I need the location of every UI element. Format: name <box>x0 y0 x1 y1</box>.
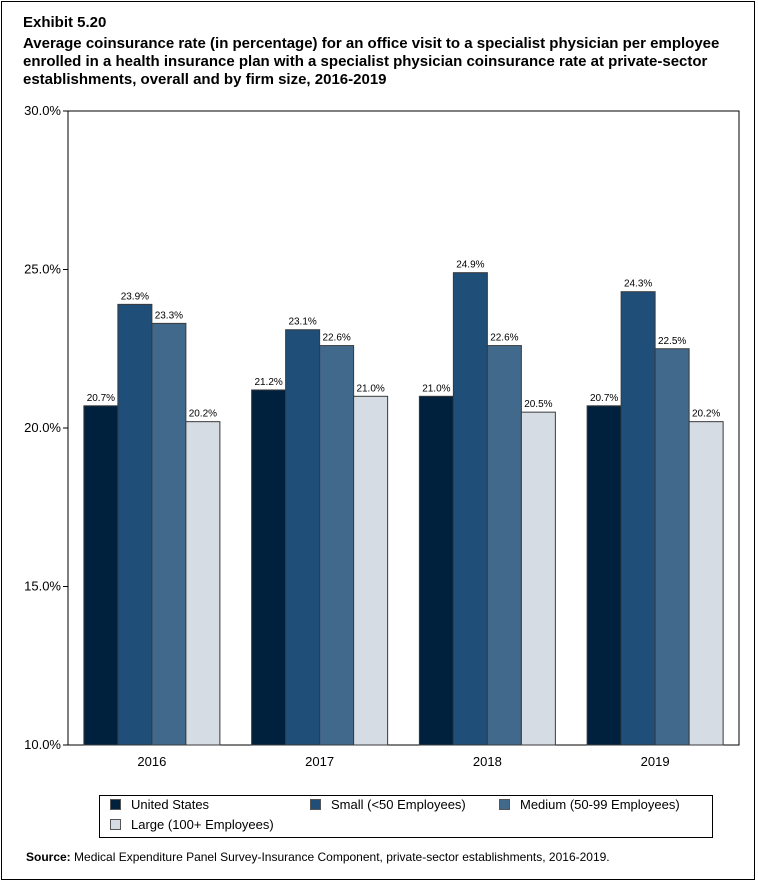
bar-united-states-2019 <box>586 405 622 746</box>
bar-united-states-2017 <box>251 389 287 746</box>
data-label: 20.2% <box>692 409 720 420</box>
bar-medium-2019 <box>654 348 690 746</box>
x-tick-label: 2018 <box>473 754 502 769</box>
bar-united-states-2016 <box>83 405 119 746</box>
legend-swatch-small <box>310 799 321 811</box>
legend-item-medium: Medium (50-99 Employees) <box>499 797 680 812</box>
bar-chart: 10.0% 15.0% 20.0% 25.0% 30.0% 20.7% 23.9% 23.3%… <box>24 103 740 769</box>
chart-legend: United States Small (<50 Employees) Medi… <box>99 795 713 838</box>
bar-large-2017 <box>353 395 389 746</box>
bar-small-2017 <box>285 329 321 746</box>
x-tick-label: 2016 <box>137 754 166 769</box>
legend-label-united-states: United States <box>131 797 210 812</box>
data-label: 20.5% <box>524 399 552 410</box>
y-tick-label: 15.0% <box>24 579 61 594</box>
source-note: Source: Medical Expenditure Panel Survey… <box>26 850 610 864</box>
legend-swatch-united-states <box>110 799 121 811</box>
x-tick-label: 2019 <box>641 754 670 769</box>
source-label: Source: <box>26 850 71 864</box>
data-label: 23.9% <box>121 291 149 302</box>
bar-medium-2017 <box>319 345 355 746</box>
legend-swatch-large <box>110 819 121 831</box>
source-text: Medical Expenditure Panel Survey-Insuran… <box>70 850 610 864</box>
data-label: 22.5% <box>658 336 686 347</box>
legend-item-large: Large (100+ Employees) <box>110 817 274 832</box>
data-label: 20.7% <box>87 393 115 404</box>
legend-item-small: Small (<50 Employees) <box>310 797 466 812</box>
data-label: 22.6% <box>490 333 518 344</box>
bar-medium-2018 <box>486 345 522 746</box>
data-label: 21.2% <box>254 377 282 388</box>
x-tick-label: 2017 <box>305 754 334 769</box>
y-tick-label: 10.0% <box>24 737 61 752</box>
data-label: 22.6% <box>322 333 350 344</box>
legend-label-medium: Medium (50-99 Employees) <box>520 797 680 812</box>
data-label: 21.0% <box>356 383 384 394</box>
y-tick-label: 20.0% <box>24 420 61 435</box>
exhibit-number: Exhibit 5.20 <box>23 14 107 31</box>
bar-small-2018 <box>452 272 488 746</box>
y-tick-label: 25.0% <box>24 262 61 277</box>
bar-large-2018 <box>520 411 556 746</box>
data-label: 23.1% <box>288 317 316 328</box>
bar-large-2016 <box>185 421 221 746</box>
bar-large-2019 <box>688 421 724 746</box>
bar-small-2019 <box>620 291 656 746</box>
chart-title: Average coinsurance rate (in percentage)… <box>23 35 720 88</box>
bar-medium-2016 <box>151 322 187 746</box>
data-label: 24.3% <box>624 279 652 290</box>
bar-united-states-2018 <box>418 395 454 746</box>
data-label: 21.0% <box>422 383 450 394</box>
legend-label-large: Large (100+ Employees) <box>131 817 274 832</box>
data-label: 20.7% <box>590 393 618 404</box>
bar-small-2016 <box>117 303 153 746</box>
data-label: 20.2% <box>189 409 217 420</box>
legend-label-small: Small (<50 Employees) <box>331 797 466 812</box>
legend-item-united-states: United States <box>110 797 209 812</box>
y-tick-label: 30.0% <box>24 103 61 118</box>
legend-swatch-medium <box>499 799 510 811</box>
data-label: 24.9% <box>456 260 484 271</box>
data-label: 23.3% <box>155 310 183 321</box>
